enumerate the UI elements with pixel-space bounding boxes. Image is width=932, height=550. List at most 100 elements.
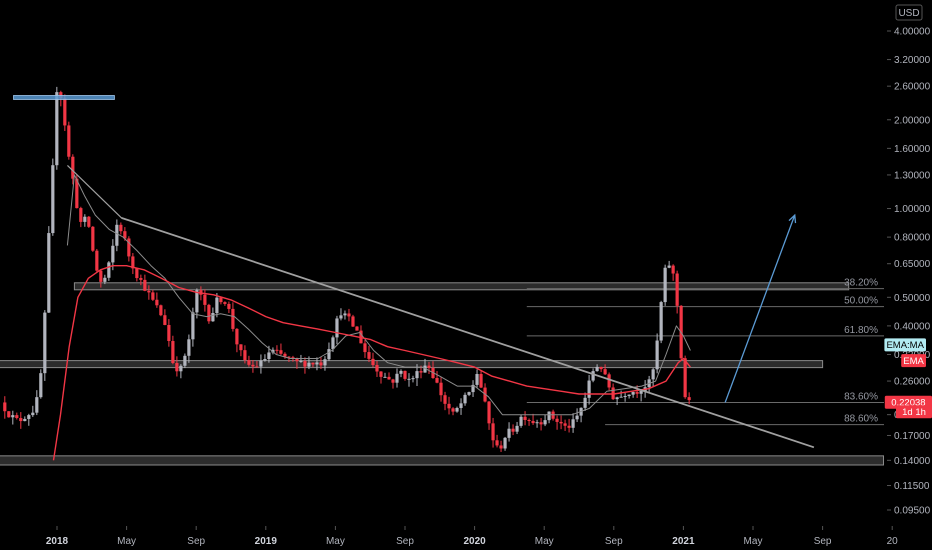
time-axis[interactable]: 2018 May Sep 2019 May Sep 2020 May Sep 2021 May Sep… bbox=[0, 526, 898, 550]
x-tick-label-4: May bbox=[326, 536, 345, 547]
candle-body-13 bbox=[55, 92, 59, 166]
candle-body-76 bbox=[307, 362, 311, 367]
candle-body-60 bbox=[243, 350, 247, 361]
price-tag-box-0 bbox=[884, 338, 926, 352]
y-tick-label-8: 0.65000 bbox=[894, 259, 931, 270]
candle-body-147 bbox=[591, 371, 595, 381]
zones-layer bbox=[0, 282, 885, 466]
x-tick-label-3: 2019 bbox=[255, 536, 278, 547]
candle-body-46 bbox=[187, 339, 191, 356]
y-tick-label-3: 2.00000 bbox=[894, 115, 931, 126]
candle-body-146 bbox=[587, 380, 591, 398]
candle-body-70 bbox=[283, 353, 287, 357]
candle-body-58 bbox=[235, 328, 239, 345]
ema-line bbox=[52, 265, 691, 461]
candle-body-42 bbox=[171, 341, 175, 364]
candle-body-8 bbox=[35, 397, 39, 413]
candle-body-119 bbox=[479, 374, 483, 388]
price-tag-label-2: 0.22038 bbox=[891, 398, 925, 409]
candle-body-150 bbox=[603, 369, 607, 375]
candle-body-69 bbox=[279, 350, 283, 354]
candle-body-156 bbox=[627, 394, 631, 397]
candle-body-48 bbox=[195, 290, 199, 313]
fib-label-0: 38.20% bbox=[844, 278, 878, 289]
candle-body-127 bbox=[511, 428, 515, 432]
y-tick-label-0: 4.00000 bbox=[894, 27, 931, 38]
candle-body-4 bbox=[19, 418, 23, 422]
candle-body-98 bbox=[395, 373, 399, 383]
candle-body-168 bbox=[675, 273, 679, 306]
candle-body-85 bbox=[343, 313, 347, 316]
candle-body-12 bbox=[51, 165, 55, 234]
x-tick-label-6: 2020 bbox=[463, 536, 486, 547]
x-tick-label-12: 20 bbox=[887, 536, 899, 547]
candle-body-93 bbox=[375, 365, 379, 372]
candle-body-36 bbox=[147, 290, 151, 293]
candle-body-37 bbox=[151, 292, 155, 300]
candle-body-139 bbox=[559, 421, 563, 424]
candle-body-29 bbox=[119, 224, 123, 232]
candle-body-165 bbox=[663, 267, 667, 303]
zone-2 bbox=[0, 455, 885, 466]
candle-body-142 bbox=[571, 419, 575, 428]
price-axis[interactable]: USD 4.00000 3.20000 2.60000 2.00000 1.60000 1… bbox=[887, 0, 932, 526]
candle-body-21 bbox=[87, 216, 91, 227]
candle-body-113 bbox=[455, 407, 459, 412]
candle-body-11 bbox=[47, 233, 51, 313]
candle-body-138 bbox=[555, 418, 559, 422]
candle-body-1 bbox=[7, 411, 11, 418]
projection-arrow-head bbox=[788, 213, 797, 224]
candle-body-141 bbox=[567, 425, 571, 428]
candle-body-106 bbox=[427, 365, 431, 369]
candle-body-65 bbox=[263, 358, 267, 361]
y-tick-label-5: 1.30000 bbox=[894, 170, 931, 181]
indicator-lines-layer bbox=[52, 174, 691, 461]
candle-body-10 bbox=[43, 312, 47, 374]
candle-body-5 bbox=[23, 418, 27, 422]
fib-label-3: 83.60% bbox=[844, 391, 878, 402]
candle-body-140 bbox=[563, 423, 567, 426]
y-tick-label-4: 1.60000 bbox=[894, 144, 931, 155]
candle-body-170 bbox=[683, 358, 687, 398]
candle-body-61 bbox=[247, 360, 251, 365]
candle-body-112 bbox=[451, 408, 455, 412]
candle-body-54 bbox=[219, 297, 223, 303]
candle-body-16 bbox=[67, 125, 71, 157]
candle-body-114 bbox=[459, 403, 463, 408]
price-tag-label-0: EMA:MA bbox=[886, 340, 924, 351]
candle-body-84 bbox=[339, 315, 343, 319]
candle-body-82 bbox=[331, 337, 335, 350]
candle-body-81 bbox=[327, 349, 331, 360]
candle-body-96 bbox=[387, 376, 391, 380]
y-tick-label-6: 1.00000 bbox=[894, 204, 931, 215]
candle-body-92 bbox=[371, 358, 375, 366]
currency-label: USD bbox=[898, 8, 919, 19]
candle-body-26 bbox=[107, 262, 111, 278]
candle-body-158 bbox=[635, 392, 639, 394]
candle-body-80 bbox=[323, 359, 327, 366]
y-tick-label-1: 3.20000 bbox=[894, 55, 931, 66]
candle-body-102 bbox=[411, 378, 415, 380]
y-tick-label-2: 2.60000 bbox=[894, 82, 931, 93]
candle-body-164 bbox=[659, 302, 663, 341]
candle-body-109 bbox=[439, 382, 443, 396]
price-axis-background bbox=[887, 0, 932, 526]
candle-body-22 bbox=[91, 226, 95, 251]
candle-body-105 bbox=[423, 365, 427, 373]
candle-body-41 bbox=[167, 324, 171, 342]
candle-body-145 bbox=[583, 397, 587, 408]
price-tag-box-3 bbox=[896, 405, 932, 419]
x-tick-label-10: May bbox=[744, 536, 763, 547]
candle-body-62 bbox=[251, 364, 255, 367]
candle-body-136 bbox=[547, 411, 551, 421]
candle-body-153 bbox=[615, 397, 619, 400]
currency-label-box[interactable] bbox=[895, 4, 923, 21]
candle-body-66 bbox=[267, 352, 271, 359]
candle-body-123 bbox=[495, 440, 499, 446]
candle-body-110 bbox=[443, 395, 447, 404]
candle-body-64 bbox=[259, 360, 263, 367]
candle-body-87 bbox=[351, 316, 355, 327]
y-tick-label-17: 0.09500 bbox=[894, 506, 931, 517]
